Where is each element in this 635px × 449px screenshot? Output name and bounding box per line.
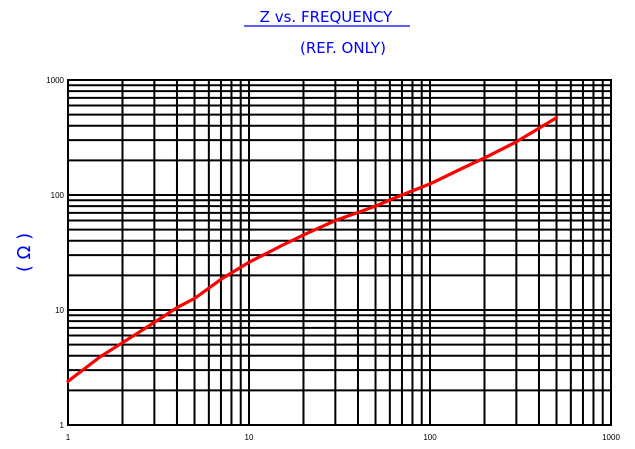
plot-frame: [67, 79, 612, 426]
chart-subtitle: (REF. ONLY): [300, 39, 386, 57]
series-group: [66, 116, 559, 383]
plot-grid: [67, 79, 612, 426]
x-tick-label: 1000: [602, 433, 620, 442]
x-tick-label: 10: [245, 433, 254, 442]
x-tick-labels: 1 10 100 1000: [66, 433, 621, 442]
x-tick-label: 1: [66, 433, 71, 442]
chart-title: Z vs. FREQUENCY: [260, 8, 393, 26]
x-tick-label: 100: [423, 433, 437, 442]
y-tick-label: 100: [51, 191, 65, 200]
chart-header: Z vs. FREQUENCY (REF. ONLY): [244, 8, 410, 57]
y-tick-labels: 1 10 100 1000: [46, 76, 64, 430]
y-tick-label: 1000: [46, 76, 64, 85]
y-axis-label: ( Ω ): [14, 233, 35, 272]
y-tick-label: 10: [55, 306, 64, 315]
y-tick-label: 1: [60, 421, 65, 430]
series-line: [66, 116, 559, 383]
